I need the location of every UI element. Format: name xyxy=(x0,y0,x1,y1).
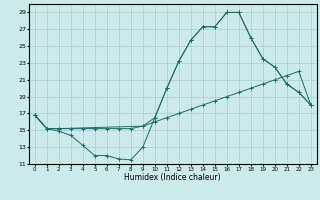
X-axis label: Humidex (Indice chaleur): Humidex (Indice chaleur) xyxy=(124,173,221,182)
